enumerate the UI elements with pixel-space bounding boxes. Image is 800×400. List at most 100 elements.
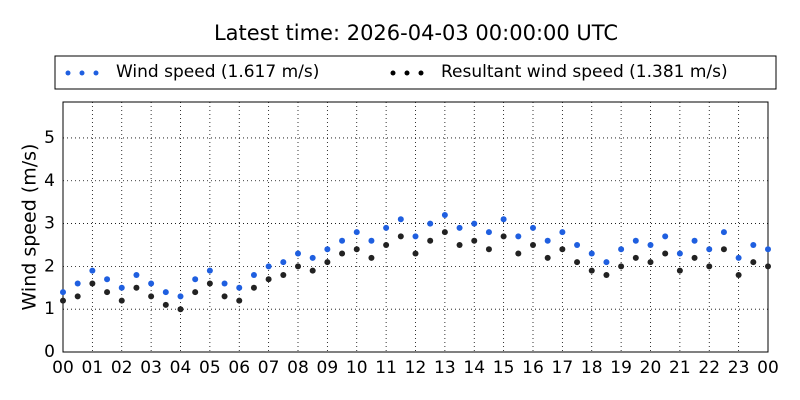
data-point (353, 246, 360, 253)
data-point (530, 241, 536, 248)
data-point (353, 229, 360, 236)
data-point (89, 280, 96, 287)
y-tick-label: 2 (44, 256, 55, 276)
chart-title: Latest time: 2026-04-03 00:00:00 UTC (214, 21, 618, 45)
data-point (662, 250, 669, 257)
x-tick-label: 13 (434, 358, 456, 378)
data-point (383, 224, 390, 231)
y-tick-label: 5 (44, 128, 55, 148)
x-tick-label: 10 (346, 358, 368, 378)
data-point (368, 237, 375, 244)
data-point (236, 297, 243, 304)
data-point (765, 263, 771, 270)
data-point (133, 284, 140, 291)
x-tick-label: 06 (228, 358, 250, 378)
data-point (676, 250, 683, 257)
data-point (632, 254, 639, 261)
data-point (603, 271, 610, 278)
x-tick-label: 12 (405, 358, 427, 378)
data-point (588, 267, 595, 274)
data-point (280, 259, 287, 266)
data-point (427, 237, 434, 244)
data-point (485, 246, 492, 253)
x-tick-label: 05 (199, 358, 221, 378)
data-point (295, 250, 301, 257)
data-point (544, 237, 551, 244)
data-point (206, 267, 213, 274)
data-point (441, 229, 448, 236)
data-point (427, 220, 434, 227)
data-point (368, 254, 375, 261)
data-point (339, 250, 346, 257)
data-point (603, 259, 610, 266)
data-point (60, 297, 66, 304)
data-point (720, 229, 727, 236)
data-point (324, 259, 331, 266)
data-point (412, 250, 419, 257)
data-point (765, 246, 771, 253)
data-point (618, 263, 625, 270)
x-tick-label: 09 (317, 358, 339, 378)
x-tick-label: 04 (170, 358, 192, 378)
data-point (192, 289, 199, 296)
data-point (632, 237, 639, 244)
data-point (265, 263, 272, 270)
data-point (559, 229, 566, 236)
data-point (280, 271, 287, 278)
x-tick-label: 03 (140, 358, 162, 378)
data-point (192, 276, 199, 283)
y-axis-label: Wind speed (m/s) (19, 144, 41, 311)
data-point (177, 293, 184, 300)
data-point (691, 237, 698, 244)
data-point (118, 297, 125, 304)
x-tick-label: 17 (552, 358, 574, 378)
x-tick-label: 16 (522, 358, 544, 378)
data-point (60, 289, 66, 296)
data-point (74, 293, 81, 300)
data-point (162, 301, 169, 308)
data-point (750, 259, 757, 266)
legend-marker (390, 70, 396, 76)
data-point (148, 280, 155, 287)
data-point (397, 216, 404, 223)
data-point (618, 246, 625, 253)
data-point (676, 267, 683, 274)
x-tick-label: 07 (258, 358, 280, 378)
y-tick-label: 4 (44, 171, 55, 191)
data-point (574, 241, 581, 248)
x-tick-label: 15 (493, 358, 515, 378)
data-point (471, 237, 478, 244)
legend-marker (65, 70, 71, 76)
data-point (133, 271, 140, 278)
x-tick-label: 02 (111, 358, 133, 378)
data-point (647, 241, 654, 248)
data-point (324, 246, 331, 253)
data-point (515, 233, 522, 240)
x-tick-label: 20 (640, 358, 662, 378)
y-tick-label: 3 (44, 214, 55, 234)
data-point (471, 220, 478, 227)
data-point (515, 250, 522, 257)
data-point (735, 254, 742, 261)
data-point (574, 259, 581, 266)
data-point (456, 224, 463, 231)
data-point (236, 284, 243, 291)
data-point (383, 241, 390, 248)
data-point (221, 280, 228, 287)
data-point (339, 237, 346, 244)
x-tick-label: 11 (375, 358, 397, 378)
data-point (544, 254, 551, 261)
x-tick-label: 00 (757, 358, 779, 378)
data-point (720, 246, 727, 253)
data-point (295, 263, 301, 270)
data-point (500, 233, 507, 240)
data-point (221, 293, 228, 300)
data-point (104, 289, 111, 296)
data-point (456, 241, 463, 248)
data-point (118, 284, 125, 291)
x-tick-label: 01 (82, 358, 104, 378)
data-point (250, 284, 257, 291)
x-tick-label: 14 (463, 358, 485, 378)
